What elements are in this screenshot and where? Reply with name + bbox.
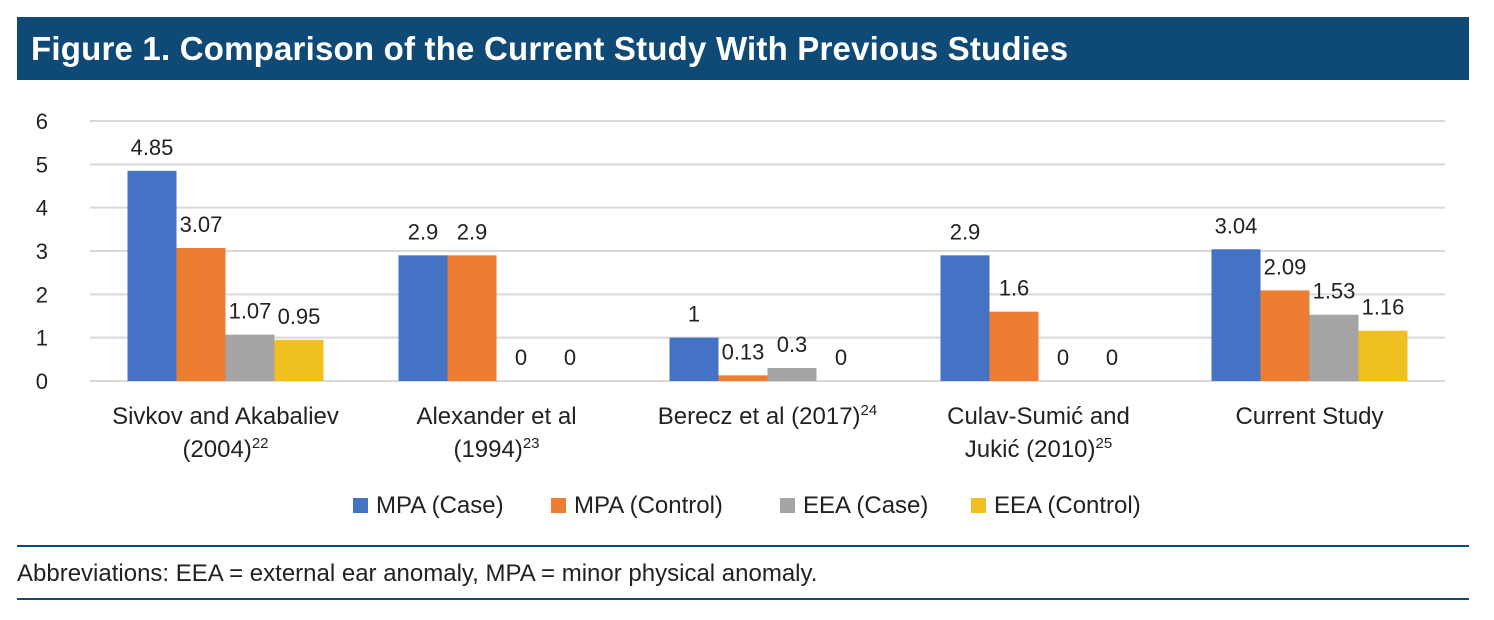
data-label: 1 <box>688 302 700 327</box>
y-tick-label: 3 <box>36 239 48 264</box>
bar <box>1211 249 1261 381</box>
bar <box>1309 314 1359 381</box>
data-label: 0.3 <box>777 332 808 357</box>
footnote-bottom-rule <box>17 598 1469 600</box>
data-label: 0.95 <box>278 304 321 329</box>
bar <box>718 375 768 381</box>
legend-item: MPA (Case) <box>353 492 504 519</box>
legend-item: MPA (Control) <box>551 492 723 519</box>
category-label: Jukić (2010)25 <box>965 435 1112 463</box>
data-label: 1.6 <box>999 276 1030 301</box>
y-tick-label: 1 <box>36 326 48 351</box>
legend-label: MPA (Control) <box>574 492 723 519</box>
legend-label: EEA (Case) <box>803 492 928 519</box>
data-label: 0 <box>1057 345 1069 370</box>
y-tick-label: 4 <box>36 196 48 221</box>
data-label: 0 <box>1106 345 1118 370</box>
y-axis-ticks: 0 1 2 3 4 5 6 <box>36 109 48 394</box>
category-label: Current Study <box>1235 403 1383 430</box>
footnote: Abbreviations: EEA = external ear anomal… <box>17 560 818 587</box>
data-label: 1.07 <box>229 299 272 324</box>
data-label: 2.9 <box>457 219 488 244</box>
bar <box>1260 290 1310 381</box>
y-tick-label: 5 <box>36 152 48 177</box>
bar <box>274 339 324 381</box>
legend: MPA (Case) MPA (Control) EEA (Case) EEA (Co… <box>353 492 1141 519</box>
bar <box>940 255 990 381</box>
data-label: 3.07 <box>180 212 223 237</box>
legend-item: EEA (Control) <box>971 492 1141 519</box>
category-label: Culav-Sumić and <box>947 403 1130 430</box>
data-label: 0 <box>515 345 527 370</box>
legend-swatch <box>780 498 795 513</box>
y-tick-label: 0 <box>36 369 48 394</box>
figure-title-bar: Figure 1. Comparison of the Current Stud… <box>17 17 1469 80</box>
legend-item: EEA (Case) <box>780 492 928 519</box>
bars <box>127 170 1408 381</box>
data-label: 2.09 <box>1264 254 1307 279</box>
data-label: 1.53 <box>1313 279 1356 304</box>
data-label: 2.9 <box>408 219 439 244</box>
category-labels: Sivkov and Akabaliev (2004)22 Alexander et… <box>112 402 1383 463</box>
figure-title: Figure 1. Comparison of the Current Stud… <box>31 29 1069 67</box>
legend-swatch <box>551 498 566 513</box>
data-label: 0 <box>564 345 576 370</box>
category-label: (1994)23 <box>453 435 539 463</box>
category-label: Alexander et al <box>416 403 576 430</box>
legend-swatch <box>353 498 368 513</box>
y-tick-label: 6 <box>36 109 48 134</box>
bar <box>398 255 448 381</box>
category-label: (2004)22 <box>182 435 268 463</box>
data-label: 2.9 <box>950 219 981 244</box>
footnote-top-rule <box>17 545 1469 547</box>
data-label: 4.85 <box>131 135 174 160</box>
data-label: 3.04 <box>1215 213 1258 238</box>
y-tick-label: 2 <box>36 282 48 307</box>
bar <box>225 334 275 381</box>
bar-chart: 0 1 2 3 4 5 6 4.85 3.07 1.07 0.95 2.9 2.9 0 0 1 0.13 0.3… <box>36 109 1445 519</box>
bar <box>176 247 226 381</box>
legend-swatch <box>971 498 986 513</box>
bar <box>447 255 497 381</box>
legend-label: MPA (Case) <box>376 492 504 519</box>
bar <box>1358 330 1408 381</box>
data-labels: 4.85 3.07 1.07 0.95 2.9 2.9 0 0 1 0.13 0.3 0 2.9 1.6 0… <box>131 135 1405 370</box>
legend-label: EEA (Control) <box>994 492 1141 519</box>
bar <box>127 170 177 381</box>
data-label: 1.16 <box>1362 295 1405 320</box>
data-label: 0 <box>835 345 847 370</box>
category-label: Berecz et al (2017)24 <box>658 402 877 430</box>
category-label: Sivkov and Akabaliev <box>112 403 339 430</box>
data-label: 0.13 <box>722 339 765 364</box>
bar <box>767 368 817 381</box>
bar <box>669 337 719 381</box>
bar <box>989 311 1039 381</box>
